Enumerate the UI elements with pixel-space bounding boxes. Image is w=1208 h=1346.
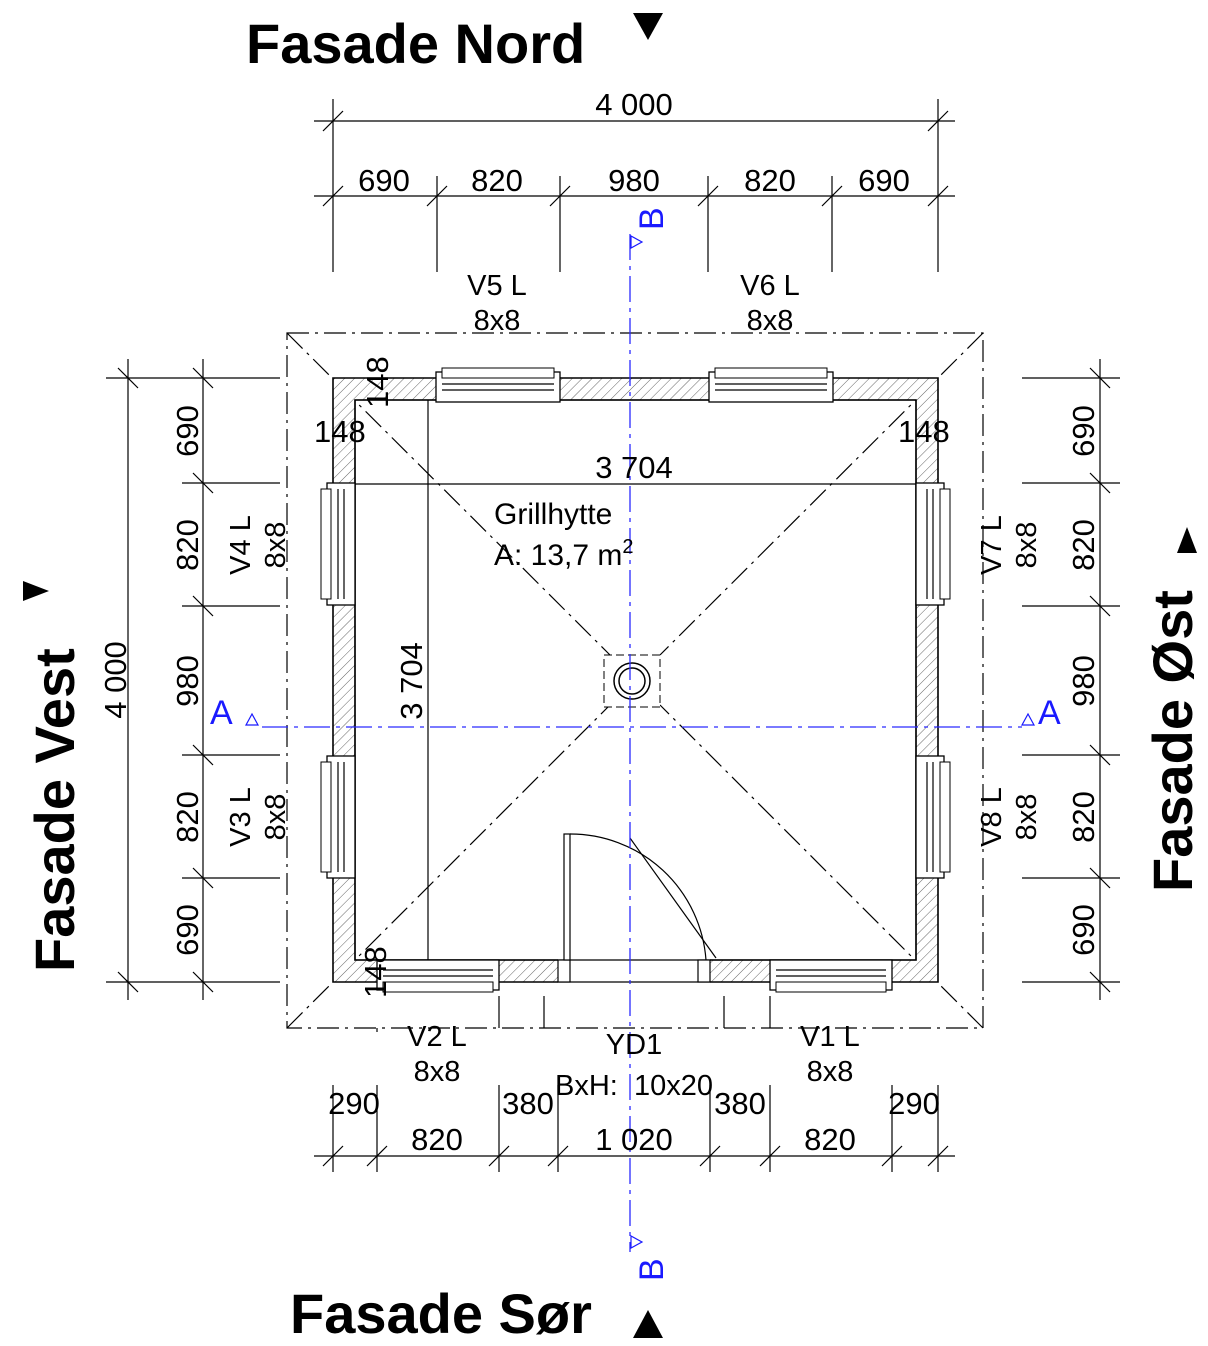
window-v1-size: 8x8 xyxy=(807,1056,854,1088)
right-dimension-5: 690 xyxy=(1066,904,1101,956)
section-a-left-label: A xyxy=(210,694,233,732)
window-v4 xyxy=(320,482,356,606)
window-v6 xyxy=(708,367,834,403)
inner-height-dimension: 3 704 xyxy=(394,642,429,720)
facade-east-heading: Fasade Øst xyxy=(1141,527,1204,892)
svg-text:Fasade Vest: Fasade Vest xyxy=(23,648,86,972)
room-area: A: 13,7 m2 xyxy=(494,536,634,572)
bottom-dimension-chain xyxy=(314,996,955,1172)
top-dimension-2: 820 xyxy=(471,163,523,198)
window-v7-name: V7 L xyxy=(976,515,1008,575)
window-v3-size: 8x8 xyxy=(260,794,292,841)
window-v2 xyxy=(376,959,500,993)
facade-west-heading: Fasade Vest xyxy=(23,581,86,972)
right-dimension-1: 690 xyxy=(1066,405,1101,457)
top-dimension-1: 690 xyxy=(358,163,410,198)
svg-text:Fasade Sør: Fasade Sør xyxy=(290,1282,592,1345)
left-dimension-4: 820 xyxy=(170,791,205,843)
left-dimension-chains xyxy=(106,359,280,1000)
window-v4-size: 8x8 xyxy=(260,522,292,569)
window-v7 xyxy=(915,482,951,606)
top-dimension-3: 980 xyxy=(608,163,660,198)
svg-text:Fasade Øst: Fasade Øst xyxy=(1141,590,1204,892)
svg-text:Fasade Nord: Fasade Nord xyxy=(246,12,585,75)
inner-dimension-lines xyxy=(355,400,916,960)
bottom-dimension-380-right: 380 xyxy=(714,1086,766,1121)
window-v1 xyxy=(769,959,893,993)
left-total-dimension: 4 000 xyxy=(98,641,133,719)
section-line-a xyxy=(244,712,1036,728)
window-v8 xyxy=(915,755,951,879)
bottom-dimension-380-left: 380 xyxy=(502,1086,554,1121)
window-v7-size: 8x8 xyxy=(1011,522,1043,569)
room-name: Grillhytte xyxy=(494,498,612,531)
right-dimension-chain xyxy=(1022,359,1120,1000)
top-dimension-chains xyxy=(314,99,955,272)
window-v8-name: V8 L xyxy=(976,787,1008,847)
window-v3 xyxy=(320,755,356,879)
section-a-right-label: A xyxy=(1038,694,1061,732)
bottom-dimension-820-right: 820 xyxy=(804,1122,856,1157)
section-b-bottom-label: B xyxy=(633,1258,671,1281)
bottom-dimension-door: 1 020 xyxy=(595,1122,673,1157)
section-b-top-label: B xyxy=(633,207,671,230)
left-dimension-5: 690 xyxy=(170,904,205,956)
bottom-dimension-290-right: 290 xyxy=(888,1086,940,1121)
window-v5 xyxy=(435,367,561,403)
window-v6-name: V6 L xyxy=(740,270,800,302)
bottom-dimension-290-left: 290 xyxy=(328,1086,380,1121)
top-dimension-4: 820 xyxy=(744,163,796,198)
window-v4-name: V4 L xyxy=(225,515,257,575)
facade-north-heading: Fasade Nord xyxy=(246,12,663,75)
grill-chimney xyxy=(603,654,661,708)
wall-thickness-south: 148 xyxy=(358,946,393,998)
window-v6-size: 8x8 xyxy=(747,305,794,337)
window-v1-name: V1 L xyxy=(800,1021,860,1053)
left-dimension-3: 980 xyxy=(170,655,205,707)
window-v3-name: V3 L xyxy=(225,787,257,847)
right-dimension-2: 820 xyxy=(1066,519,1101,571)
wall-thickness-north: 148 xyxy=(360,356,395,408)
door-name: YD1 xyxy=(606,1029,662,1061)
inner-width-dimension: 3 704 xyxy=(595,450,673,485)
right-dimension-3: 980 xyxy=(1066,655,1101,707)
window-v5-name: V5 L xyxy=(467,270,527,302)
window-v5-size: 8x8 xyxy=(474,305,521,337)
window-v8-size: 8x8 xyxy=(1011,794,1043,841)
left-dimension-2: 820 xyxy=(170,519,205,571)
window-v2-name: V2 L xyxy=(407,1021,467,1053)
door-yd1 xyxy=(557,833,717,984)
top-dimension-5: 690 xyxy=(858,163,910,198)
wall-thickness-east: 148 xyxy=(898,414,950,449)
left-dimension-1: 690 xyxy=(170,405,205,457)
right-dimension-4: 820 xyxy=(1066,791,1101,843)
door-size: BxH: 10x20 xyxy=(555,1070,713,1102)
wall-thickness-west: 148 xyxy=(314,414,366,449)
bottom-dimension-820-left: 820 xyxy=(411,1122,463,1157)
section-line-b xyxy=(629,234,644,1252)
top-total-dimension: 4 000 xyxy=(595,87,673,122)
window-v2-size: 8x8 xyxy=(414,1056,461,1088)
facade-south-heading: Fasade Sør xyxy=(290,1282,663,1345)
